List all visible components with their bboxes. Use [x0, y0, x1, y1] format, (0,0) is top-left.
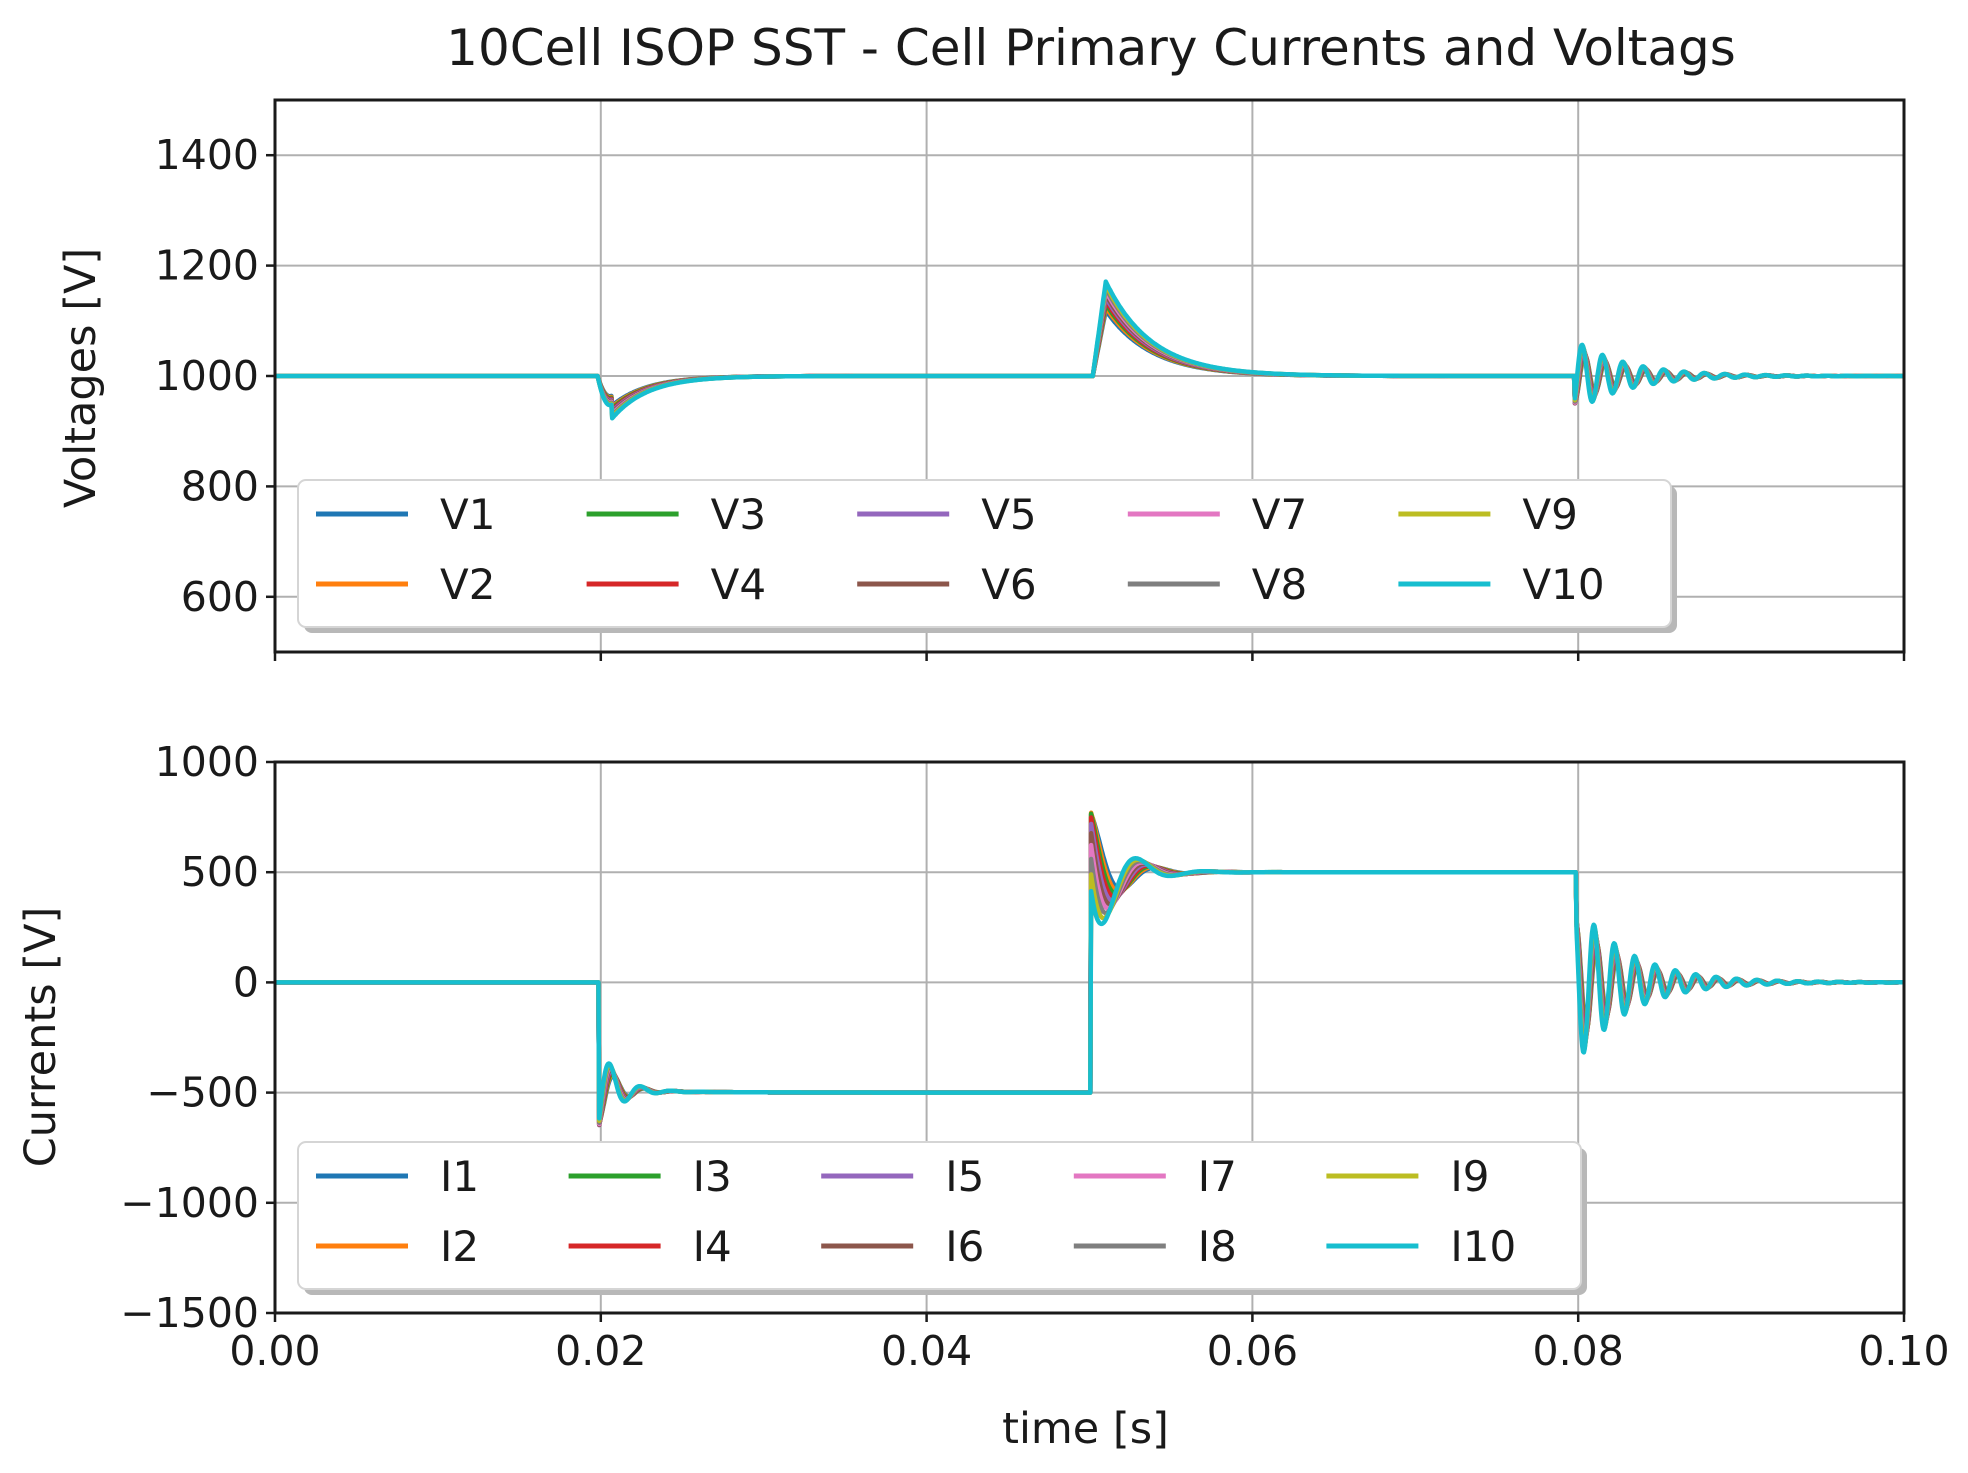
y-tick-label: −1500 — [120, 1289, 259, 1337]
legend-label-v10: V10 — [1522, 560, 1604, 609]
current-panel: 0.00 0.02 0.04 0.06 0.08 0.10 −1500 −1000 −500 0 5… — [16, 738, 1950, 1454]
series-v7 — [275, 288, 1904, 417]
legend: I1 I2 I3 I4 I5 I6 I7 I8 I9 I10 — [297, 1141, 1587, 1295]
series-v5 — [275, 295, 1904, 414]
legend-label-v1: V1 — [440, 490, 495, 539]
series-v9 — [275, 282, 1904, 420]
legend-label-v7: V7 — [1252, 490, 1307, 539]
y-axis-label: Currents [V] — [16, 907, 66, 1168]
x-tick-label: 0.04 — [881, 1327, 972, 1375]
y-tick-label: −1000 — [120, 1179, 259, 1227]
series-v3 — [275, 301, 1904, 411]
legend-label-v3: V3 — [711, 490, 766, 539]
legend-box — [297, 479, 1672, 628]
series-v2 — [275, 304, 1904, 410]
x-tick-label: 0.00 — [229, 1327, 320, 1375]
plot-frame — [273, 98, 1906, 654]
x-axis-label: time [s] — [1002, 1404, 1169, 1454]
y-tick-label: 1000 — [155, 352, 259, 400]
legend-label-v5: V5 — [981, 490, 1036, 539]
legend-label-i5: I5 — [945, 1152, 984, 1201]
y-tick-label: 0 — [233, 958, 259, 1006]
x-tick-label: 0.10 — [1858, 1327, 1949, 1375]
y-tick-label: 1200 — [155, 242, 259, 290]
legend-label-i6: I6 — [945, 1222, 984, 1271]
series-v6 — [275, 292, 1904, 415]
y-tick-label: 600 — [181, 573, 259, 621]
legend-label-i3: I3 — [693, 1152, 732, 1201]
series-i10 — [275, 856, 1904, 1121]
voltage-panel: 600 800 1000 1200 1400 Voltages [V] V1 V2 V3 V4 V5… — [56, 98, 1906, 661]
legend-label-v4: V4 — [711, 560, 766, 609]
legend-label-v2: V2 — [440, 560, 495, 609]
x-tick-label: 0.06 — [1207, 1327, 1298, 1375]
y-tick-label: 800 — [181, 462, 259, 510]
y-tick-label: −500 — [146, 1069, 259, 1117]
legend-label-v9: V9 — [1522, 490, 1577, 539]
legend-label-i9: I9 — [1450, 1152, 1489, 1201]
y-tick-label: 500 — [181, 848, 259, 896]
series-v8 — [275, 285, 1904, 418]
y-tick-label: 1400 — [155, 131, 259, 179]
legend: V1 V2 V3 V4 V5 V6 V7 V8 V9 V10 — [297, 479, 1677, 633]
y-axis-label: Voltages [V] — [56, 248, 106, 508]
series-v4 — [275, 298, 1904, 412]
legend-label-i7: I7 — [1198, 1152, 1237, 1201]
legend-box — [297, 1141, 1582, 1290]
x-tick-label: 0.02 — [555, 1327, 646, 1375]
series-group — [275, 810, 1904, 1128]
legend-label-v8: V8 — [1252, 560, 1307, 609]
legend-label-v6: V6 — [981, 560, 1036, 609]
legend-label-i10: I10 — [1450, 1222, 1516, 1271]
series-v10 — [275, 279, 1904, 421]
legend-label-i2: I2 — [440, 1222, 479, 1271]
legend-label-i8: I8 — [1198, 1222, 1237, 1271]
legend-label-i1: I1 — [440, 1152, 479, 1201]
chart-title: 10Cell ISOP SST - Cell Primary Currents … — [446, 19, 1736, 77]
y-tick-label: 1000 — [155, 738, 259, 786]
series-v1 — [275, 308, 1904, 408]
plot-frame — [273, 760, 1906, 1315]
series-group — [275, 279, 1904, 421]
x-tick-label: 0.08 — [1533, 1327, 1624, 1375]
legend-label-i4: I4 — [693, 1222, 732, 1271]
